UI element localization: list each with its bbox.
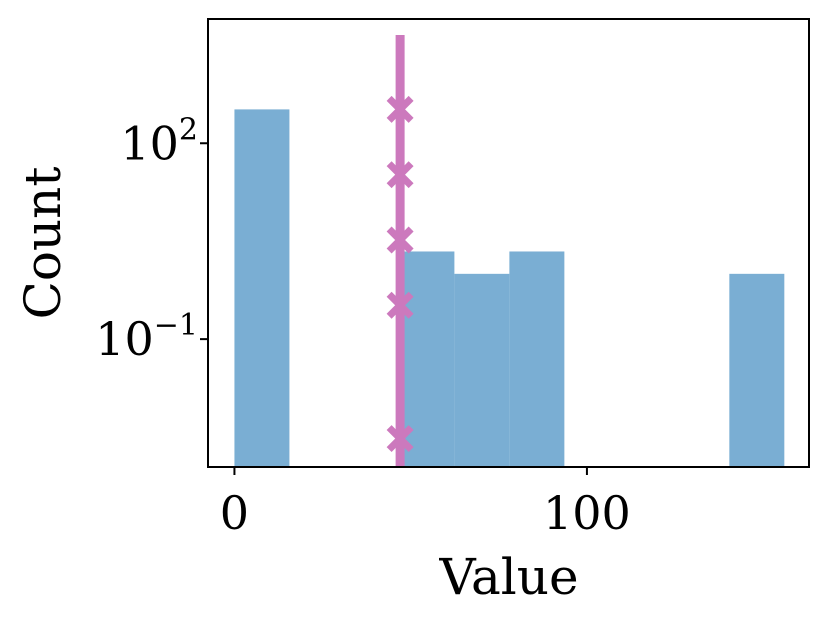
x-ticks-layer: 0 100: [220, 467, 631, 540]
histogram-bar-4: [454, 273, 510, 467]
y-axis-label: Count: [14, 167, 72, 320]
vertical-line-layer: [386, 35, 414, 467]
histogram-bar-5: [509, 251, 565, 467]
x-marker-0: [386, 95, 414, 123]
x-marker-2: [386, 226, 414, 254]
y-tick-label-0: 102: [120, 112, 198, 170]
histogram-bar-9: [729, 273, 785, 467]
x-axis-label: Value: [438, 548, 578, 606]
x-tick-label-1: 100: [543, 486, 631, 540]
plot-frame: [207, 18, 810, 468]
y-tick-label-1: 10−1: [95, 308, 198, 366]
histogram-bar-0: [234, 109, 290, 467]
x-marker-3: [386, 291, 414, 319]
x-tick-label-0: 0: [220, 486, 249, 540]
bars-layer: [234, 109, 785, 467]
x-marker-4: [386, 425, 414, 453]
y-ticks-layer: 102 10−1: [95, 112, 208, 366]
x-marker-1: [386, 161, 414, 189]
